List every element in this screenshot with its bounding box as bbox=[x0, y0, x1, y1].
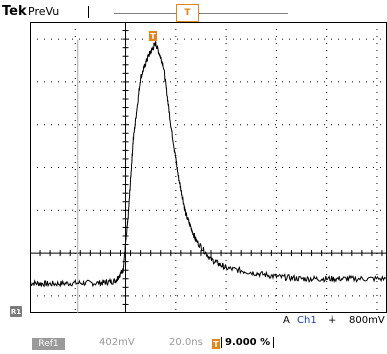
ref-channel-label: Ref1 bbox=[38, 339, 59, 349]
status-header: Tek PreVu T bbox=[0, 0, 387, 22]
status-bar: Ref1 402mV 20.0ns T 9.000 % bbox=[0, 335, 387, 354]
trigger-position-icon-glyph: T bbox=[213, 339, 219, 349]
brand-logo: Tek bbox=[2, 4, 27, 19]
ground-reference-marker[interactable]: R1 bbox=[10, 306, 22, 317]
trigger-slope-icon: ∔ bbox=[328, 315, 337, 326]
waveform-graticule[interactable] bbox=[30, 22, 387, 313]
waveform-trace bbox=[30, 41, 387, 288]
record-length-track[interactable] bbox=[114, 13, 288, 14]
trigger-coupling: A bbox=[283, 315, 290, 326]
ref-channel-badge[interactable]: Ref1 bbox=[32, 338, 65, 350]
trigger-position-percent: 9.000 % bbox=[221, 337, 275, 348]
trigger-position-glyph: T bbox=[184, 8, 191, 18]
trigger-position-icon: T bbox=[212, 339, 220, 349]
graticule-frame bbox=[30, 22, 387, 313]
trigger-point-marker[interactable]: T bbox=[149, 31, 157, 41]
acquisition-mode: PreVu bbox=[28, 5, 60, 18]
volts-per-division: 402mV bbox=[99, 337, 135, 348]
trigger-point-glyph: T bbox=[150, 31, 156, 41]
scope-plot bbox=[30, 22, 387, 313]
trigger-position-indicator[interactable]: T bbox=[176, 4, 199, 22]
ground-reference-glyph: R1 bbox=[10, 307, 22, 316]
trigger-source: Ch1 bbox=[297, 315, 317, 326]
divider bbox=[88, 6, 89, 18]
trigger-level: 800mV bbox=[349, 315, 385, 326]
time-per-division: 20.0ns bbox=[169, 337, 203, 348]
